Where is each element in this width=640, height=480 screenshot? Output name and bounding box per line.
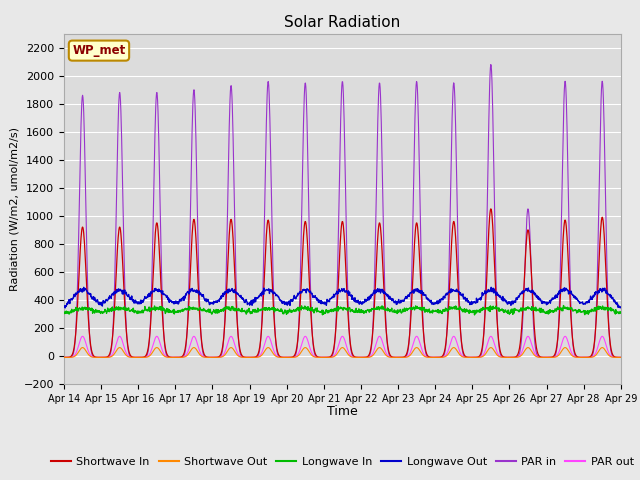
Y-axis label: Radiation (W/m2, umol/m2/s): Radiation (W/m2, umol/m2/s)	[10, 127, 20, 291]
Text: WP_met: WP_met	[72, 44, 125, 57]
Legend: Shortwave In, Shortwave Out, Longwave In, Longwave Out, PAR in, PAR out: Shortwave In, Shortwave Out, Longwave In…	[46, 453, 639, 471]
X-axis label: Time: Time	[327, 405, 358, 418]
Title: Solar Radiation: Solar Radiation	[284, 15, 401, 30]
